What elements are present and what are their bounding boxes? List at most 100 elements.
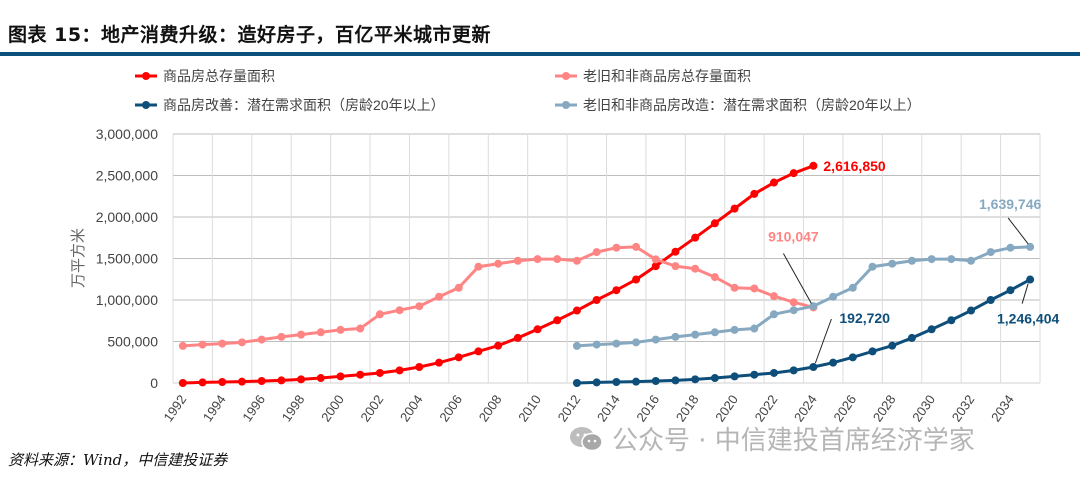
y-tick-label: 2,000,000 (96, 209, 158, 225)
y-tick-label: 0 (150, 375, 158, 391)
legend-label: 商品房总存量面积 (163, 68, 275, 84)
data-point (651, 262, 660, 271)
data-point (789, 306, 798, 315)
data-label: 192,720 (839, 310, 890, 326)
data-point (572, 256, 581, 265)
data-point (612, 286, 621, 295)
data-point (178, 341, 187, 350)
data-label: 1,639,746 (979, 196, 1041, 212)
y-tick-label: 1,000,000 (96, 292, 158, 308)
data-point (592, 248, 601, 257)
data-point (435, 358, 444, 367)
data-point (474, 347, 483, 356)
data-point (257, 335, 266, 344)
data-point (769, 368, 778, 377)
data-point (651, 377, 660, 386)
data-point (671, 376, 680, 385)
data-point (789, 169, 798, 178)
leader-line (814, 318, 832, 364)
data-point (375, 310, 384, 319)
data-point (888, 341, 897, 350)
data-point (632, 377, 641, 386)
data-point (553, 255, 562, 264)
x-tick-label: 1996 (239, 392, 268, 424)
x-tick-label: 2004 (397, 392, 426, 424)
data-point (454, 283, 463, 292)
data-point (986, 248, 995, 257)
watermark-text: 公众号 · 中信建投首席经济学家 (612, 426, 975, 456)
data-point (632, 275, 641, 284)
leader-line (1021, 283, 1029, 304)
data-point (1026, 242, 1035, 251)
data-point (710, 273, 719, 282)
data-point (553, 316, 562, 325)
data-point (533, 325, 542, 334)
x-tick-label: 2010 (515, 392, 544, 424)
data-point (710, 328, 719, 337)
data-point (769, 178, 778, 187)
data-point (572, 306, 581, 315)
data-label: 910,047 (768, 228, 819, 244)
data-point (395, 366, 404, 375)
data-point (494, 259, 503, 268)
data-point (572, 379, 581, 387)
data-point (829, 358, 838, 367)
data-point (750, 324, 759, 333)
data-point (691, 264, 700, 273)
data-point (218, 339, 227, 348)
data-point (237, 338, 246, 347)
data-point (868, 262, 877, 271)
data-point (671, 332, 680, 341)
data-label: 2,616,850 (823, 158, 885, 174)
data-point (336, 325, 345, 334)
data-point (316, 374, 325, 383)
data-point (356, 324, 365, 333)
data-point (395, 306, 404, 315)
data-point (592, 340, 601, 349)
data-point (513, 333, 522, 342)
data-point (809, 302, 818, 311)
data-point (375, 368, 384, 377)
data-point (947, 316, 956, 325)
y-tick-label: 3,000,000 (96, 126, 158, 142)
data-point (297, 330, 306, 339)
x-tick-label: 2006 (436, 392, 465, 424)
data-point (927, 255, 936, 264)
data-point (316, 328, 325, 337)
legend-label: 老旧和非商品房总存量面积 (583, 68, 751, 84)
data-point (415, 302, 424, 311)
data-point (651, 335, 660, 344)
data-point (513, 256, 522, 265)
data-point (809, 363, 818, 372)
data-point (750, 370, 759, 379)
data-label: 1,246,404 (997, 311, 1059, 327)
y-tick-label: 2,500,000 (96, 168, 158, 184)
data-point (178, 379, 187, 387)
data-point (750, 284, 759, 293)
legend-label: 老旧和非商品房改造：潜在需求面积（房龄20年以上） (583, 97, 921, 113)
data-point (494, 341, 503, 350)
data-point (1006, 243, 1015, 252)
x-tick-label: 2034 (988, 392, 1017, 424)
data-point (750, 189, 759, 198)
data-point (691, 233, 700, 242)
y-tick-label: 500,000 (107, 334, 158, 350)
data-point (356, 370, 365, 379)
legend-marker (562, 72, 570, 80)
x-tick-label: 2002 (357, 392, 386, 424)
source-note: 资料来源：Wind，中信建投证券 (8, 451, 228, 469)
data-point (218, 378, 227, 387)
data-point (612, 339, 621, 348)
data-point (336, 372, 345, 381)
data-point (474, 262, 483, 271)
data-point (967, 256, 976, 265)
x-tick-label: 1992 (160, 392, 189, 424)
data-point (612, 378, 621, 387)
data-point (237, 377, 246, 386)
series-line-0 (182, 164, 814, 385)
data-point (829, 292, 838, 301)
data-point (769, 310, 778, 319)
data-point (592, 378, 601, 387)
data-point (632, 338, 641, 347)
